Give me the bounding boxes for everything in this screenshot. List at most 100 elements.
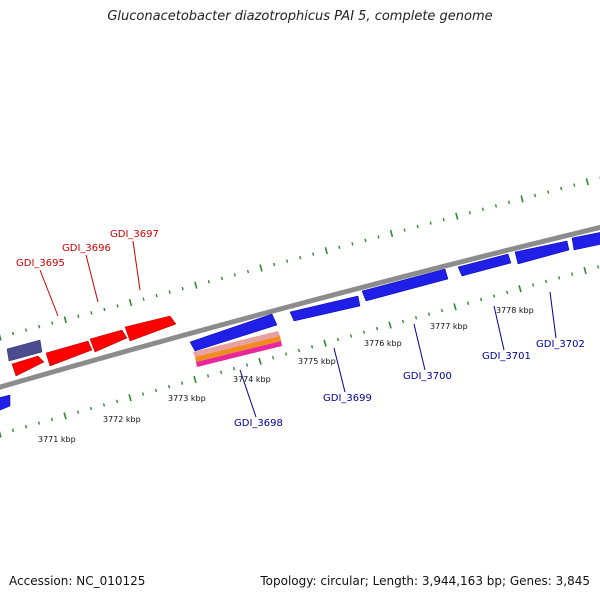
outer-track-minor-tick	[11, 331, 15, 336]
outer-track-minor-tick	[573, 183, 576, 187]
inner-tick-track	[0, 265, 600, 438]
leader-gdi-3698	[239, 369, 257, 418]
gene-label-gdi-3695[interactable]: GDI_3695	[16, 258, 65, 269]
inner-track-minor-tick	[154, 388, 158, 393]
inner-track-minor-tick	[37, 421, 41, 425]
outer-track-minor-tick	[155, 293, 158, 298]
feature-band-orange[interactable]	[195, 336, 281, 362]
gene-label-gdi-3699[interactable]: GDI_3699	[323, 393, 372, 404]
inner-track-minor-tick	[375, 326, 379, 331]
outer-track-minor-tick	[494, 204, 498, 208]
leader-gdi-3696	[85, 254, 99, 303]
inner-track-minor-tick	[180, 381, 184, 385]
leader-gdi-3695	[39, 269, 59, 317]
gene-arrow-gdi-3694[interactable]	[11, 355, 45, 377]
outer-track-minor-tick	[142, 297, 145, 301]
outer-track-minor-tick	[246, 269, 250, 274]
outer-track-minor-tick	[90, 311, 93, 315]
outer-track-major-tick	[63, 316, 67, 324]
gene-arrow-gdi-3697[interactable]	[124, 315, 177, 342]
gene-arrow-gdi-3696[interactable]	[89, 329, 128, 353]
inner-track-major-tick	[63, 412, 67, 420]
gene-arrow-gdi-3699[interactable]	[289, 295, 361, 322]
leader-gdi-3699	[333, 347, 346, 393]
inner-track-minor-tick	[480, 297, 483, 302]
leader-gdi-3697	[132, 240, 141, 291]
dark-feature[interactable]	[6, 339, 43, 362]
gene-label-gdi-3697[interactable]: GDI_3697	[110, 229, 159, 240]
inner-track-minor-tick	[271, 356, 275, 360]
outer-track-minor-tick	[25, 328, 28, 332]
gene-label-gdi-3696[interactable]: GDI_3696	[62, 243, 111, 254]
outer-track-minor-tick	[377, 235, 380, 239]
inner-track-major-tick	[258, 357, 262, 365]
outer-track-major-tick	[520, 195, 524, 203]
inner-track-minor-tick	[362, 330, 366, 335]
outer-track-major-tick	[128, 298, 133, 307]
scale-label-3773: 3773 kbp	[168, 394, 206, 403]
inner-track-minor-tick	[232, 366, 236, 371]
outer-track-major-tick	[259, 264, 263, 272]
feature-stack	[193, 331, 282, 367]
gene-arrow-left-edge[interactable]	[0, 394, 11, 411]
inner-track-minor-tick	[506, 290, 509, 295]
inner-track-minor-tick	[597, 265, 600, 269]
genome-backbone	[0, 224, 600, 390]
inner-track-minor-tick	[545, 279, 548, 284]
inner-track-minor-tick	[310, 345, 314, 349]
inner-track-minor-tick	[206, 374, 210, 378]
inner-track-minor-tick	[24, 425, 28, 429]
inner-track-minor-tick	[102, 403, 106, 407]
outer-track-minor-tick	[116, 304, 119, 308]
gene-label-gdi-3698[interactable]: GDI_3698	[234, 418, 283, 429]
scale-label-3776: 3776 kbp	[364, 339, 402, 348]
outer-track-major-tick	[324, 247, 328, 255]
outer-track-minor-tick	[442, 217, 445, 222]
gene-arrow-gdi-3698[interactable]	[189, 313, 278, 352]
outer-track-minor-tick	[507, 200, 511, 205]
feature-band-magenta[interactable]	[196, 341, 282, 367]
inner-track-minor-tick	[493, 294, 496, 298]
inner-track-minor-tick	[297, 348, 301, 353]
inner-track-minor-tick	[440, 308, 444, 313]
outer-track-minor-tick	[103, 307, 106, 312]
gene-arrow-gdi-3695[interactable]	[45, 340, 93, 367]
inner-track-minor-tick	[50, 417, 54, 422]
gene-label-gdi-3702[interactable]: GDI_3702	[536, 339, 585, 350]
topology-label: Topology: circular; Length: 3,944,163 bp…	[260, 574, 590, 588]
inner-track-minor-tick	[336, 337, 340, 342]
leader-gdi-3702	[549, 291, 557, 339]
inner-track-minor-tick	[141, 392, 145, 396]
inner-track-minor-tick	[532, 283, 535, 287]
gene-arrow-gdi-3701[interactable]	[457, 253, 512, 277]
outer-track-minor-tick	[220, 276, 223, 281]
outer-track-minor-tick	[403, 228, 406, 232]
inner-track-major-tick	[453, 303, 457, 311]
inner-track-minor-tick	[11, 428, 15, 433]
gene-arrow-gdi-3700[interactable]	[361, 268, 449, 302]
inner-track-minor-tick	[115, 399, 119, 404]
outer-track-major-tick	[585, 178, 589, 186]
inner-track-minor-tick	[89, 406, 93, 411]
gene-label-gdi-3701[interactable]: GDI_3701	[482, 351, 531, 362]
inner-track-minor-tick	[427, 312, 431, 316]
feature-band-pink[interactable]	[193, 331, 280, 357]
inner-track-major-tick	[518, 285, 522, 293]
gene-arrow-right-edge[interactable]	[571, 232, 600, 251]
outer-track-major-tick	[194, 281, 198, 289]
inner-track-minor-tick	[571, 272, 574, 276]
inner-track-minor-tick	[401, 319, 405, 324]
inner-track-minor-tick	[245, 363, 249, 367]
reverse-strand-genes	[0, 232, 600, 411]
scale-label-3772: 3772 kbp	[103, 415, 141, 424]
leader-gdi-3700	[413, 323, 426, 371]
gene-arrow-gdi-3702[interactable]	[514, 240, 570, 265]
outer-track-minor-tick	[273, 262, 276, 267]
inner-track-major-tick	[193, 375, 197, 384]
outer-track-minor-tick	[429, 221, 432, 225]
outer-track-minor-tick	[560, 186, 563, 191]
outer-track-major-tick	[455, 212, 459, 220]
gene-label-gdi-3700[interactable]: GDI_3700	[403, 371, 452, 382]
outer-track-minor-tick	[416, 224, 419, 229]
